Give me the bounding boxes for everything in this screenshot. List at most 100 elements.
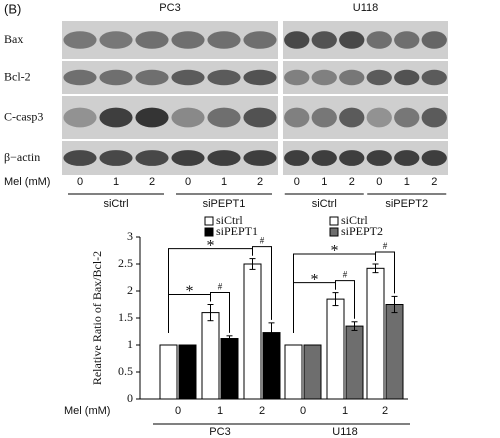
bar xyxy=(243,263,262,400)
band xyxy=(171,69,205,86)
bar xyxy=(366,267,385,400)
group-label: siPEPT2 xyxy=(385,198,428,210)
group-label: PC3 xyxy=(209,426,230,438)
band xyxy=(339,69,365,86)
y-axis-title: Relative Ratio of Bax/Bcl-2 xyxy=(90,251,104,385)
band xyxy=(366,31,392,49)
dose-tick: 2 xyxy=(149,176,155,188)
x-tick-label: 0 xyxy=(175,405,181,417)
band xyxy=(63,31,97,49)
legend-swatch xyxy=(204,227,214,237)
dose-tick: 0 xyxy=(376,176,382,188)
band xyxy=(135,107,169,128)
significance-bracket xyxy=(210,292,230,333)
significance-bracket xyxy=(375,251,395,294)
y-tick-label: 1.5 xyxy=(118,310,133,324)
blot-strip xyxy=(283,21,448,59)
band xyxy=(243,69,277,86)
x-tick-label: 1 xyxy=(342,405,348,417)
bar xyxy=(201,312,220,400)
dose-tick: 0 xyxy=(294,176,300,188)
band xyxy=(394,150,420,166)
dose-tick: 1 xyxy=(221,176,227,188)
y-tick-label: 0 xyxy=(127,391,133,405)
bar xyxy=(284,344,303,400)
band xyxy=(421,150,447,166)
protein-label: Bcl-2 xyxy=(4,69,31,83)
dose-tick: 1 xyxy=(321,176,327,188)
protein-label: Bax xyxy=(4,32,23,46)
band xyxy=(394,107,420,128)
band xyxy=(311,107,337,128)
band xyxy=(284,107,310,128)
band xyxy=(207,31,241,49)
bar xyxy=(303,344,322,400)
blot-strip xyxy=(283,141,448,175)
cell-line-label: PC3 xyxy=(159,2,180,14)
bar xyxy=(385,304,404,400)
dose-tick: 0 xyxy=(77,176,83,188)
band xyxy=(63,69,97,86)
band xyxy=(171,107,205,128)
band xyxy=(421,107,447,128)
y-tick-label: 3 xyxy=(127,229,133,243)
x-tick-label: 1 xyxy=(217,405,223,417)
band xyxy=(135,69,169,86)
blot-strip xyxy=(283,61,448,94)
significance-hash: # xyxy=(343,270,348,280)
dose-label: Mel (mM) xyxy=(4,176,50,188)
band xyxy=(311,31,337,49)
band xyxy=(99,31,133,49)
significance-star: * xyxy=(207,237,215,254)
band xyxy=(311,150,337,166)
legend-swatch xyxy=(204,216,214,226)
band xyxy=(135,150,169,166)
band xyxy=(243,107,277,128)
significance-hash: # xyxy=(218,282,223,292)
blot-strip xyxy=(62,61,278,94)
x-tick-label: 2 xyxy=(382,405,388,417)
band xyxy=(311,69,337,86)
significance-hash: # xyxy=(383,241,388,251)
legend-label: siPEPT1 xyxy=(216,224,258,238)
y-tick-label: 2.5 xyxy=(118,256,133,270)
band xyxy=(366,150,392,166)
band xyxy=(366,69,392,86)
blot-strip xyxy=(62,96,278,139)
band xyxy=(394,69,420,86)
band xyxy=(339,107,365,128)
legend-label: siPEPT2 xyxy=(341,224,383,238)
y-tick-label: 1 xyxy=(127,337,133,351)
y-tick-label: 0.5 xyxy=(118,364,133,378)
band xyxy=(366,107,392,128)
band xyxy=(207,107,241,128)
protein-label: C-casp3 xyxy=(4,109,43,123)
group-label: siPEPT1 xyxy=(203,198,246,210)
blot-strip xyxy=(283,96,448,139)
bar xyxy=(220,338,239,400)
group-label: siCtrl xyxy=(103,198,128,210)
bar xyxy=(345,325,364,400)
band xyxy=(243,31,277,49)
dose-tick: 1 xyxy=(404,176,410,188)
blot-strip xyxy=(62,141,278,175)
dose-tick: 0 xyxy=(185,176,191,188)
band xyxy=(99,107,133,128)
dose-tick: 2 xyxy=(349,176,355,188)
legend-swatch xyxy=(329,227,339,237)
x-tick-label: 2 xyxy=(259,405,265,417)
y-tick-label: 2 xyxy=(127,283,133,297)
dose-tick: 1 xyxy=(113,176,119,188)
x-tick-label: 0 xyxy=(300,405,306,417)
panel-label: (B) xyxy=(4,1,21,16)
legend-swatch xyxy=(329,216,339,226)
band xyxy=(99,150,133,166)
band xyxy=(207,69,241,86)
x-axis-title: Mel (mM) xyxy=(64,405,110,417)
band xyxy=(421,31,447,49)
bar xyxy=(159,344,178,400)
cell-line-label: U118 xyxy=(353,2,378,14)
significance-star: * xyxy=(331,243,339,260)
significance-bracket xyxy=(252,246,272,320)
